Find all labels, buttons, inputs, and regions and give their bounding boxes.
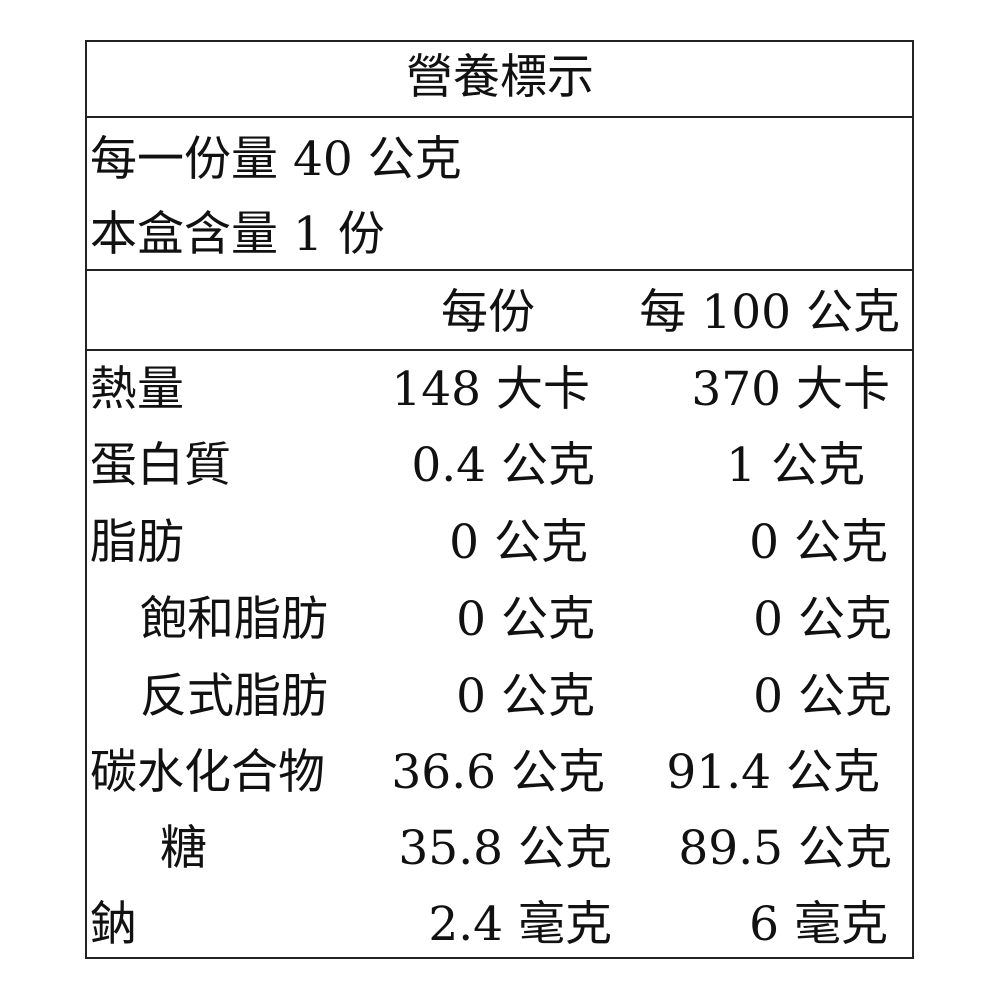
- divider: [85, 269, 914, 271]
- nutrition-label-border: [85, 40, 914, 959]
- nutrient-name: 熱量: [90, 362, 184, 417]
- divider: [85, 116, 914, 118]
- per-100g-value: 89.5 公克: [678, 821, 892, 876]
- divider: [85, 349, 914, 351]
- nutrient-name: 糖: [160, 821, 207, 876]
- per-serving-value: 36.6 公克: [391, 745, 605, 800]
- per-serving-value: 35.8 公克: [398, 821, 612, 876]
- per-100g-value: 370 大卡: [691, 362, 890, 417]
- label-title: 營養標示: [406, 50, 594, 105]
- per-serving-value: 148 大卡: [391, 362, 590, 417]
- nutrient-name: 飽和脂肪: [140, 592, 328, 647]
- nutrient-name: 反式脂肪: [140, 669, 328, 724]
- per-100g-value: 6 毫克: [749, 897, 888, 952]
- per-serving-value: 0.4 公克: [411, 438, 595, 493]
- per-serving-value: 2.4 毫克: [428, 897, 612, 952]
- header-per-100g: 每 100 公克: [639, 285, 900, 340]
- nutrient-name: 脂肪: [90, 515, 184, 570]
- servings-per-box: 本盒含量 1 份: [90, 207, 385, 262]
- nutrient-name: 蛋白質: [90, 438, 231, 493]
- per-100g-value: 91.4 公克: [666, 745, 880, 800]
- serving-size: 每一份量 40 公克: [90, 132, 462, 187]
- per-100g-value: 0 公克: [749, 515, 888, 570]
- per-serving-value: 0 公克: [456, 592, 595, 647]
- per-100g-value: 1 公克: [726, 438, 865, 493]
- header-per-serving: 每份: [441, 285, 535, 340]
- per-100g-value: 0 公克: [753, 592, 892, 647]
- per-100g-value: 0 公克: [753, 669, 892, 724]
- nutrient-name: 鈉: [90, 897, 137, 952]
- per-serving-value: 0 公克: [456, 669, 595, 724]
- nutrient-name: 碳水化合物: [90, 745, 325, 800]
- per-serving-value: 0 公克: [449, 515, 588, 570]
